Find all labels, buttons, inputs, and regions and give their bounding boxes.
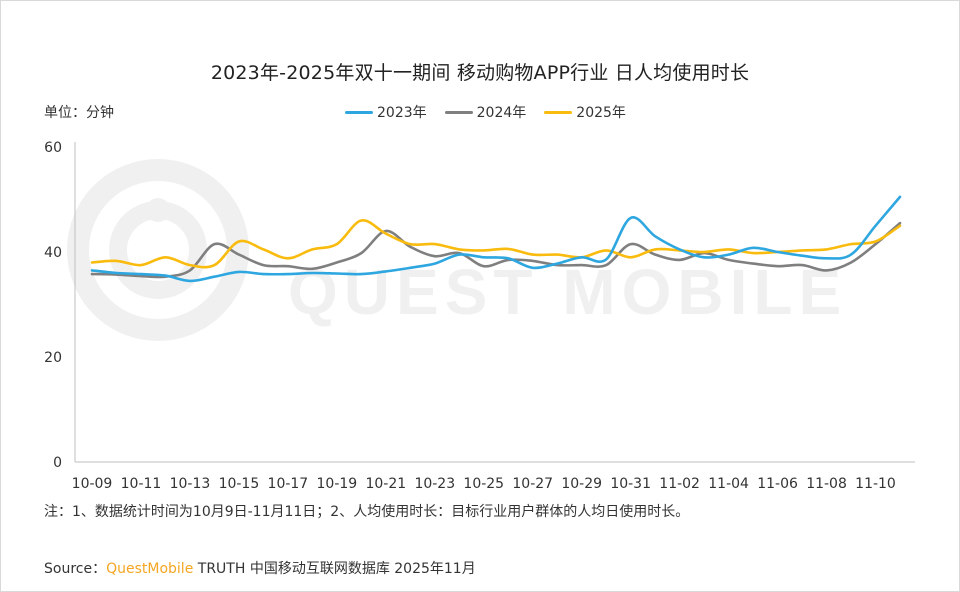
legend-swatch-2025 xyxy=(544,110,573,114)
series-line-2023年 xyxy=(90,195,902,283)
source-suffix: TRUTH 中国移动互联网数据库 2025年11月 xyxy=(193,561,476,577)
footnote: 注：1、数据统计时间为10月9日-11月11日；2、人均使用时长：目标行业用户群… xyxy=(44,504,690,520)
unit-label: 单位：分钟 xyxy=(44,105,114,121)
chart-title: 2023年-2025年双十一期间 移动购物APP行业 日人均使用时长 xyxy=(210,62,750,84)
x-tick-label: 11-10 xyxy=(855,476,896,492)
source-prefix: Source： xyxy=(44,561,107,577)
x-tick-label: 10-31 xyxy=(610,476,651,492)
x-tick-label: 10-13 xyxy=(170,476,211,492)
legend-item-2025[interactable]: 2025年 xyxy=(544,102,626,122)
x-tick-label: 11-02 xyxy=(659,476,700,492)
legend-item-2023[interactable]: 2023年 xyxy=(345,102,427,122)
x-tick-label: 10-09 xyxy=(72,476,113,492)
x-tick-label: 10-21 xyxy=(365,476,406,492)
series-line-2025年 xyxy=(90,219,902,269)
legend-label-2025: 2025年 xyxy=(576,105,626,121)
x-tick-label: 10-27 xyxy=(512,476,553,492)
legend-label-2023: 2023年 xyxy=(377,105,427,121)
legend-swatch-2023 xyxy=(345,110,373,114)
x-tick-label: 10-15 xyxy=(219,476,260,492)
x-tick-label: 11-08 xyxy=(806,476,847,492)
x-tick-label: 10-25 xyxy=(463,476,504,492)
x-tick-label: 10-11 xyxy=(121,476,162,492)
legend-swatch-2024 xyxy=(444,110,473,114)
x-tick-label: 10-23 xyxy=(414,476,455,492)
x-tick-label: 10-29 xyxy=(561,476,602,492)
legend-label-2024: 2024年 xyxy=(476,105,527,121)
source-brand: QuestMobile xyxy=(106,561,194,577)
y-tick-label: 0 xyxy=(53,455,62,471)
y-tick-label: 20 xyxy=(44,350,62,366)
x-tick-label: 10-19 xyxy=(317,476,358,492)
x-tick-label: 11-04 xyxy=(708,476,749,492)
x-tick-label: 10-17 xyxy=(268,476,309,492)
legend-item-2024[interactable]: 2024年 xyxy=(444,102,527,122)
x-tick-label: 11-06 xyxy=(757,476,798,492)
y-tick-label: 40 xyxy=(44,245,62,261)
legend: 2023年 2024年 2025年 xyxy=(345,102,626,122)
series-line-2024年 xyxy=(90,221,902,279)
source-line: Source：QuestMobile TRUTH 中国移动互联网数据库 2025… xyxy=(44,558,476,578)
y-tick-label: 60 xyxy=(44,140,62,156)
